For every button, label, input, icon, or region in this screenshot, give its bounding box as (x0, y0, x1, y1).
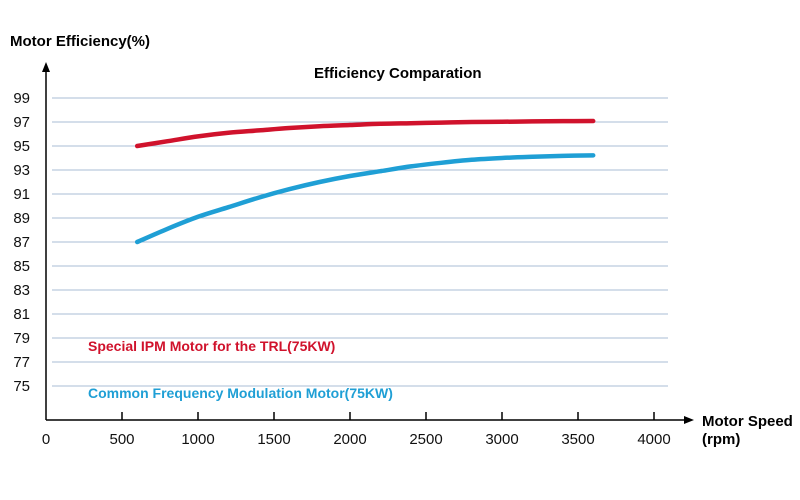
x-axis-arrow (684, 416, 694, 424)
y-tick-label-87: 87 (13, 234, 30, 251)
x-axis-unit: (rpm) (702, 431, 740, 448)
x-tick-label-1500: 1500 (257, 431, 290, 448)
y-axis-title: Motor Efficiency(%) (10, 33, 150, 50)
chart-title: Efficiency Comparation (314, 65, 482, 82)
x-tick-label-2000: 2000 (333, 431, 366, 448)
y-tick-label-91: 91 (13, 186, 30, 203)
x-tick-label-3000: 3000 (485, 431, 518, 448)
y-tick-label-85: 85 (13, 258, 30, 275)
x-tick-labels: 0 500 1000 1500 2000 2500 3000 3500 4000 (42, 412, 671, 448)
y-tick-label-83: 83 (13, 282, 30, 299)
y-tick-label-99: 99 (13, 90, 30, 107)
gridlines (52, 97, 668, 387)
y-axis-arrow (42, 62, 50, 72)
y-tick-label-75: 75 (13, 378, 30, 395)
y-tick-label-95: 95 (13, 138, 30, 155)
legend-entry-common-motor: Common Frequency Modulation Motor(75KW) (88, 385, 393, 401)
series-line-1 (134, 153, 596, 245)
series-lines (134, 118, 596, 245)
x-tick-label-1000: 1000 (181, 431, 214, 448)
series-line-0 (134, 118, 596, 149)
y-tick-label-81: 81 (13, 306, 30, 323)
y-tick-labels: 75 77 79 81 83 85 87 89 91 93 95 97 99 (13, 90, 30, 395)
x-tick-label-2500: 2500 (409, 431, 442, 448)
y-tick-label-77: 77 (13, 354, 30, 371)
y-tick-label-89: 89 (13, 210, 30, 227)
y-tick-label-97: 97 (13, 114, 30, 131)
y-tick-label-79: 79 (13, 330, 30, 347)
x-tick-label-500: 500 (109, 431, 134, 448)
legend-entry-ipm-motor: Special IPM Motor for the TRL(75KW) (88, 338, 335, 354)
x-tick-label-4000: 4000 (637, 431, 670, 448)
x-tick-label-0: 0 (42, 431, 50, 448)
axes (42, 62, 694, 424)
x-axis-title: Motor Speed (702, 413, 793, 430)
x-tick-label-3500: 3500 (561, 431, 594, 448)
y-tick-label-93: 93 (13, 162, 30, 179)
